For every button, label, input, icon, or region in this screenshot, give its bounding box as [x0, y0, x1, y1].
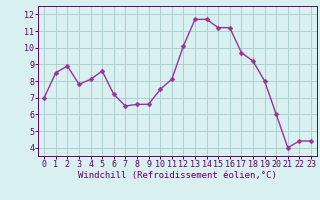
X-axis label: Windchill (Refroidissement éolien,°C): Windchill (Refroidissement éolien,°C) [78, 171, 277, 180]
